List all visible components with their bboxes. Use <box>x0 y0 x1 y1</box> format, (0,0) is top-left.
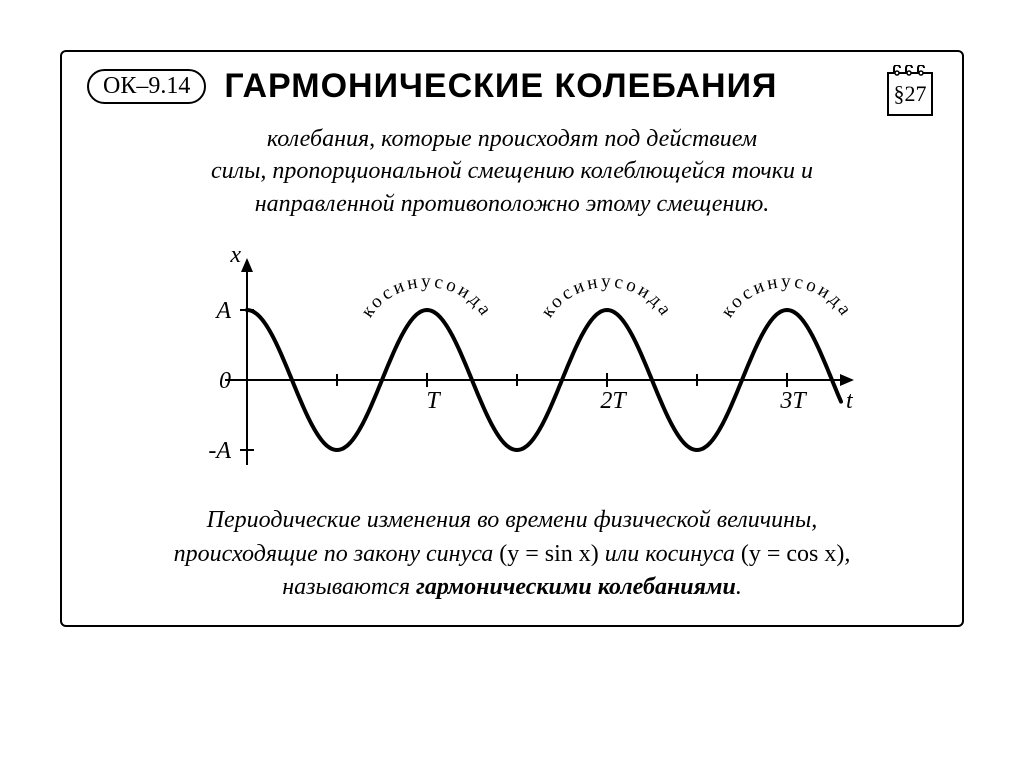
footer-line-2c: , <box>844 541 850 567</box>
svg-text:0: 0 <box>219 368 231 394</box>
chart-svg: A 0 -A x T 2T 3T t косинусоида косинусоида косинус… <box>152 230 872 490</box>
footer-line-3b: . <box>736 574 742 600</box>
footer-bold-term: гармоническими колебаниями <box>416 574 736 600</box>
footer-line-3a: называются <box>282 574 416 600</box>
ok-badge: ОК–9.14 <box>87 69 206 104</box>
svg-text:косинусоида: косинусоида <box>357 271 497 321</box>
svg-text:x: x <box>229 242 241 268</box>
notepad-icon: §27 <box>883 65 937 119</box>
svg-text:A: A <box>214 298 231 324</box>
subtitle: колебания, которые происходят под действ… <box>102 123 922 220</box>
footer-line-2a: происходящие по закону синуса <box>174 541 500 567</box>
footer-line-1: Периодические изменения во времени физич… <box>207 507 818 533</box>
section-badge: §27 <box>883 65 937 119</box>
svg-text:t: t <box>846 388 854 414</box>
cosine-chart: A 0 -A x T 2T 3T t косинусоида косинусоида косинус… <box>87 230 937 490</box>
svg-text:2T: 2T <box>600 388 627 414</box>
subtitle-line-1: колебания, которые происходят под действ… <box>267 126 757 152</box>
svg-text:косинусоида: косинусоида <box>717 271 857 321</box>
subtitle-line-2: силы, пропорциональной смещению колеблющ… <box>211 158 813 184</box>
footer-formula-1: (y = sin x) <box>499 541 599 567</box>
svg-text:3T: 3T <box>779 388 807 414</box>
footer-formula-2: (y = cos x) <box>741 541 845 567</box>
header-row: ОК–9.14 ГАРМОНИЧЕСКИЕ КОЛЕБАНИЯ §27 <box>87 67 937 119</box>
content-frame: ОК–9.14 ГАРМОНИЧЕСКИЕ КОЛЕБАНИЯ §27 коле… <box>60 50 964 627</box>
footer-text: Периодические изменения во времени физич… <box>87 504 937 605</box>
section-label: §27 <box>894 81 927 106</box>
footer-line-2b: или косинуса <box>599 541 741 567</box>
page-title: ГАРМОНИЧЕСКИЕ КОЛЕБАНИЯ <box>224 67 865 106</box>
svg-text:косинусоида: косинусоида <box>537 271 677 321</box>
subtitle-line-3: направленной противоположно этому смещен… <box>255 191 770 217</box>
svg-text:-A: -A <box>208 438 231 464</box>
page: ОК–9.14 ГАРМОНИЧЕСКИЕ КОЛЕБАНИЯ §27 коле… <box>0 0 1024 767</box>
svg-text:T: T <box>426 388 441 414</box>
